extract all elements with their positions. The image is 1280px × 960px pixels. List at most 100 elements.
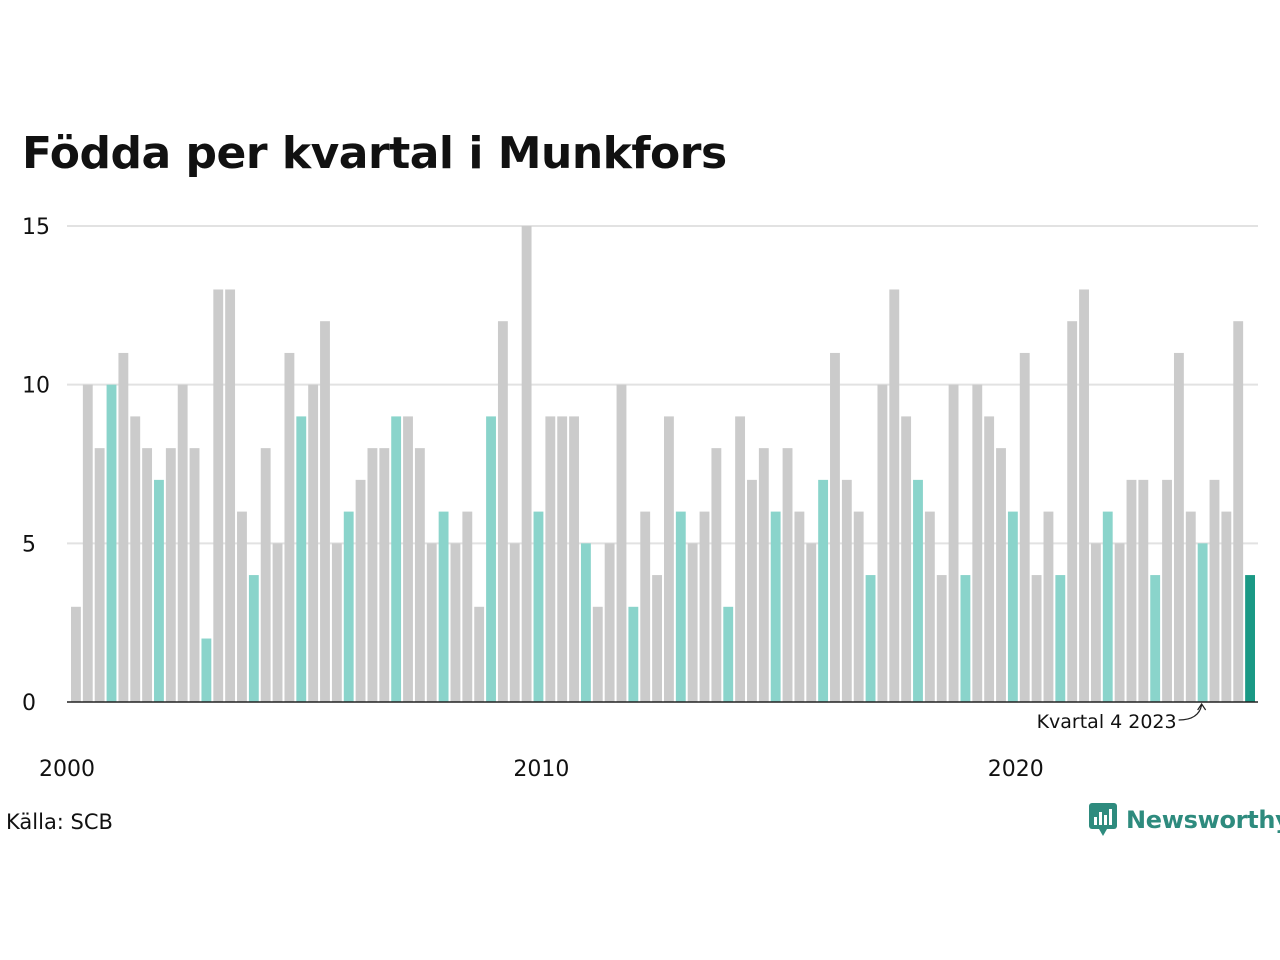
bar-34 <box>474 606 485 702</box>
bar-60 <box>782 448 793 702</box>
bar-86 <box>1090 543 1101 702</box>
bar-40 <box>545 416 556 702</box>
bar-52 <box>687 543 698 702</box>
bar-19 <box>296 416 307 702</box>
bar-5 <box>130 416 141 702</box>
bar-53 <box>699 511 710 702</box>
bar-8 <box>165 448 176 702</box>
bar-93 <box>1173 352 1184 702</box>
bar-97 <box>1221 511 1232 702</box>
bar-64 <box>830 352 840 702</box>
bar-35 <box>486 416 496 702</box>
y-tick-label-10: 10 <box>22 374 50 399</box>
bar-7 <box>154 479 164 702</box>
bar-14 <box>237 511 247 702</box>
y-tick-label-15: 15 <box>22 215 50 240</box>
bar-37 <box>509 543 520 702</box>
bar-32 <box>450 543 461 702</box>
bar-62 <box>806 543 817 702</box>
annotation: Kvartal 4 2023 <box>1037 702 1207 733</box>
bar-38 <box>521 226 532 702</box>
bar-80 <box>1019 352 1030 702</box>
bar-65 <box>841 479 852 702</box>
bar-9 <box>177 384 188 702</box>
bar-24 <box>355 479 366 702</box>
annotation-arrowhead <box>1197 702 1207 711</box>
bar-61 <box>794 511 805 702</box>
bar-96 <box>1209 479 1220 702</box>
bar-17 <box>272 543 283 702</box>
bar-78 <box>996 448 1006 702</box>
bar-29 <box>414 448 425 702</box>
bar-16 <box>260 448 271 702</box>
bar-3 <box>106 384 117 702</box>
bar-31 <box>438 511 449 702</box>
bar-45 <box>604 543 615 702</box>
bar-76 <box>972 384 983 702</box>
annotation-arrow <box>1178 704 1203 721</box>
bar-77 <box>984 416 995 702</box>
bar-73 <box>936 575 947 702</box>
bar-88 <box>1114 543 1125 702</box>
bar-57 <box>747 479 757 702</box>
bar-95 <box>1197 543 1208 702</box>
bar-58 <box>758 448 769 702</box>
bar-0 <box>71 606 81 702</box>
bar-12 <box>213 289 224 702</box>
bar-69 <box>889 289 900 702</box>
bar-20 <box>308 384 319 702</box>
bar-30 <box>426 543 437 702</box>
bar-18 <box>284 352 295 702</box>
y-tick-label-0: 0 <box>22 691 36 716</box>
bar-15 <box>248 575 259 702</box>
bar-55 <box>723 606 734 702</box>
bar-91 <box>1150 575 1161 702</box>
bar-11 <box>201 638 212 702</box>
bar-50 <box>664 416 674 702</box>
bar-42 <box>569 416 579 702</box>
x-tick-label-2010: 2010 <box>513 757 569 782</box>
brand-name: Newsworthy <box>1126 806 1280 834</box>
bar-99 <box>1245 575 1255 702</box>
bar-67 <box>865 575 876 702</box>
bar-81 <box>1031 575 1042 702</box>
newsworthy-logo-icon <box>1089 803 1117 836</box>
bar-28 <box>403 416 413 702</box>
bar-87 <box>1102 511 1113 702</box>
bar-84 <box>1067 321 1078 702</box>
bar-63 <box>818 479 829 702</box>
source-note: Källa: SCB <box>6 810 113 834</box>
bar-82 <box>1043 511 1054 702</box>
bar-92 <box>1162 479 1172 702</box>
bar-54 <box>711 448 722 702</box>
bar-41 <box>557 416 568 702</box>
x-tick-label-2020: 2020 <box>988 757 1044 782</box>
bar-75 <box>960 575 971 702</box>
bar-66 <box>853 511 864 702</box>
bar-10 <box>189 448 200 702</box>
bar-39 <box>533 511 544 702</box>
bar-71 <box>913 479 923 702</box>
bar-22 <box>331 543 342 702</box>
bar-70 <box>901 416 912 702</box>
bar-90 <box>1138 479 1149 702</box>
axis-labels: 0 5 10 15 2000 2010 2020 <box>22 215 1044 782</box>
bar-2 <box>94 448 105 702</box>
bar-26 <box>379 448 390 702</box>
chart-title: Födda per kvartal i Munkfors <box>22 128 727 179</box>
x-tick-label-2000: 2000 <box>39 757 95 782</box>
bar-98 <box>1233 321 1244 702</box>
bar-49 <box>652 575 662 702</box>
bar-85 <box>1079 289 1089 702</box>
bar-43 <box>580 543 591 702</box>
bar-74 <box>948 384 959 702</box>
bar-1 <box>82 384 93 702</box>
bar-46 <box>616 384 627 702</box>
bar-47 <box>628 606 639 702</box>
newsworthy-logo: Newsworthy <box>1088 802 1280 838</box>
bar-48 <box>640 511 651 702</box>
bar-36 <box>497 321 508 702</box>
bar-6 <box>142 448 153 702</box>
bar-56 <box>735 416 746 702</box>
bar-13 <box>225 289 236 702</box>
